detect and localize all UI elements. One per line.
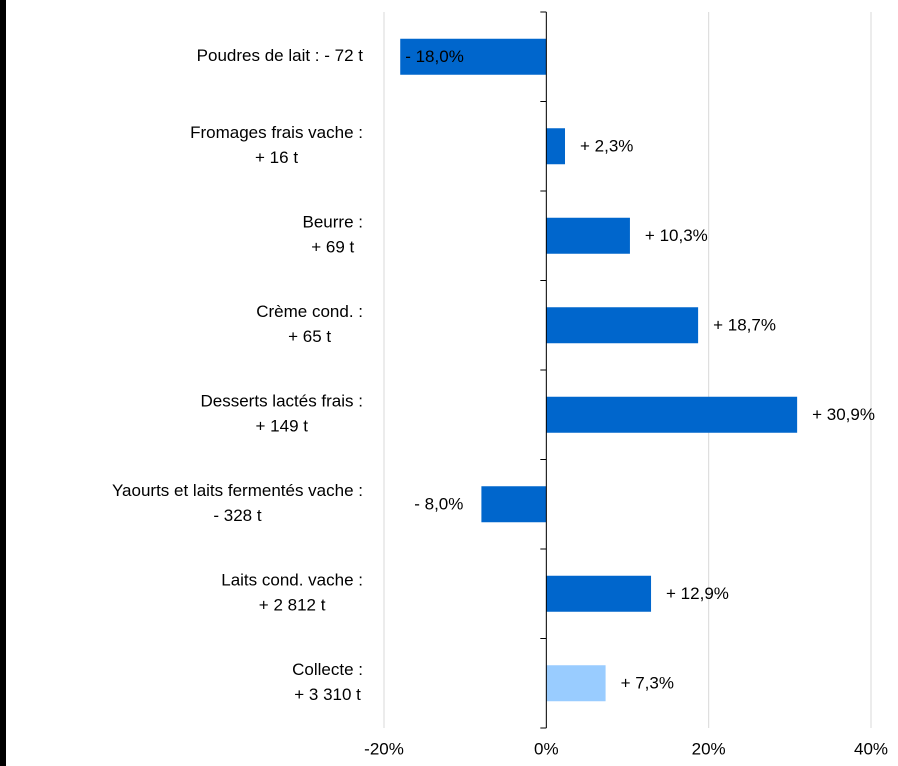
value-label: - 18,0% xyxy=(405,47,464,66)
category-label: + 69 t xyxy=(311,238,354,257)
x-tick-label: 20% xyxy=(692,739,726,758)
value-label: + 18,7% xyxy=(713,316,776,335)
category-label: + 3 310 t xyxy=(294,685,361,704)
category-label: + 65 t xyxy=(288,327,331,346)
category-label: + 16 t xyxy=(255,148,298,167)
x-tick-label: 0% xyxy=(534,739,559,758)
category-label: Desserts lactés frais : xyxy=(201,392,364,411)
value-label: + 7,3% xyxy=(621,674,674,693)
category-label: Fromages frais vache : xyxy=(190,123,363,142)
category-label: Poudres de lait : - 72 t xyxy=(197,46,364,65)
bar xyxy=(400,38,547,75)
bar xyxy=(546,396,798,433)
bar xyxy=(546,217,630,254)
bar xyxy=(481,486,547,523)
value-label: + 30,9% xyxy=(812,405,875,424)
value-label: + 2,3% xyxy=(580,137,633,156)
bar xyxy=(546,128,566,165)
value-label: + 10,3% xyxy=(645,226,708,245)
category-label: Yaourts et laits fermentés vache : xyxy=(112,481,363,500)
category-label: Beurre : xyxy=(303,213,363,232)
category-label: + 2 812 t xyxy=(259,596,326,615)
x-tick-label: 40% xyxy=(854,739,888,758)
category-label: Collecte : xyxy=(292,660,363,679)
category-label: Laits cond. vache : xyxy=(221,571,363,590)
category-label: Crème cond. : xyxy=(256,302,363,321)
value-label: + 12,9% xyxy=(666,584,729,603)
category-label: - 328 t xyxy=(213,506,261,525)
left-border xyxy=(0,0,6,766)
value-label: - 8,0% xyxy=(414,495,463,514)
bar xyxy=(546,575,652,612)
category-label: + 149 t xyxy=(256,417,309,436)
bar xyxy=(546,307,699,344)
x-tick-label: -20% xyxy=(364,739,404,758)
bar xyxy=(546,665,606,702)
